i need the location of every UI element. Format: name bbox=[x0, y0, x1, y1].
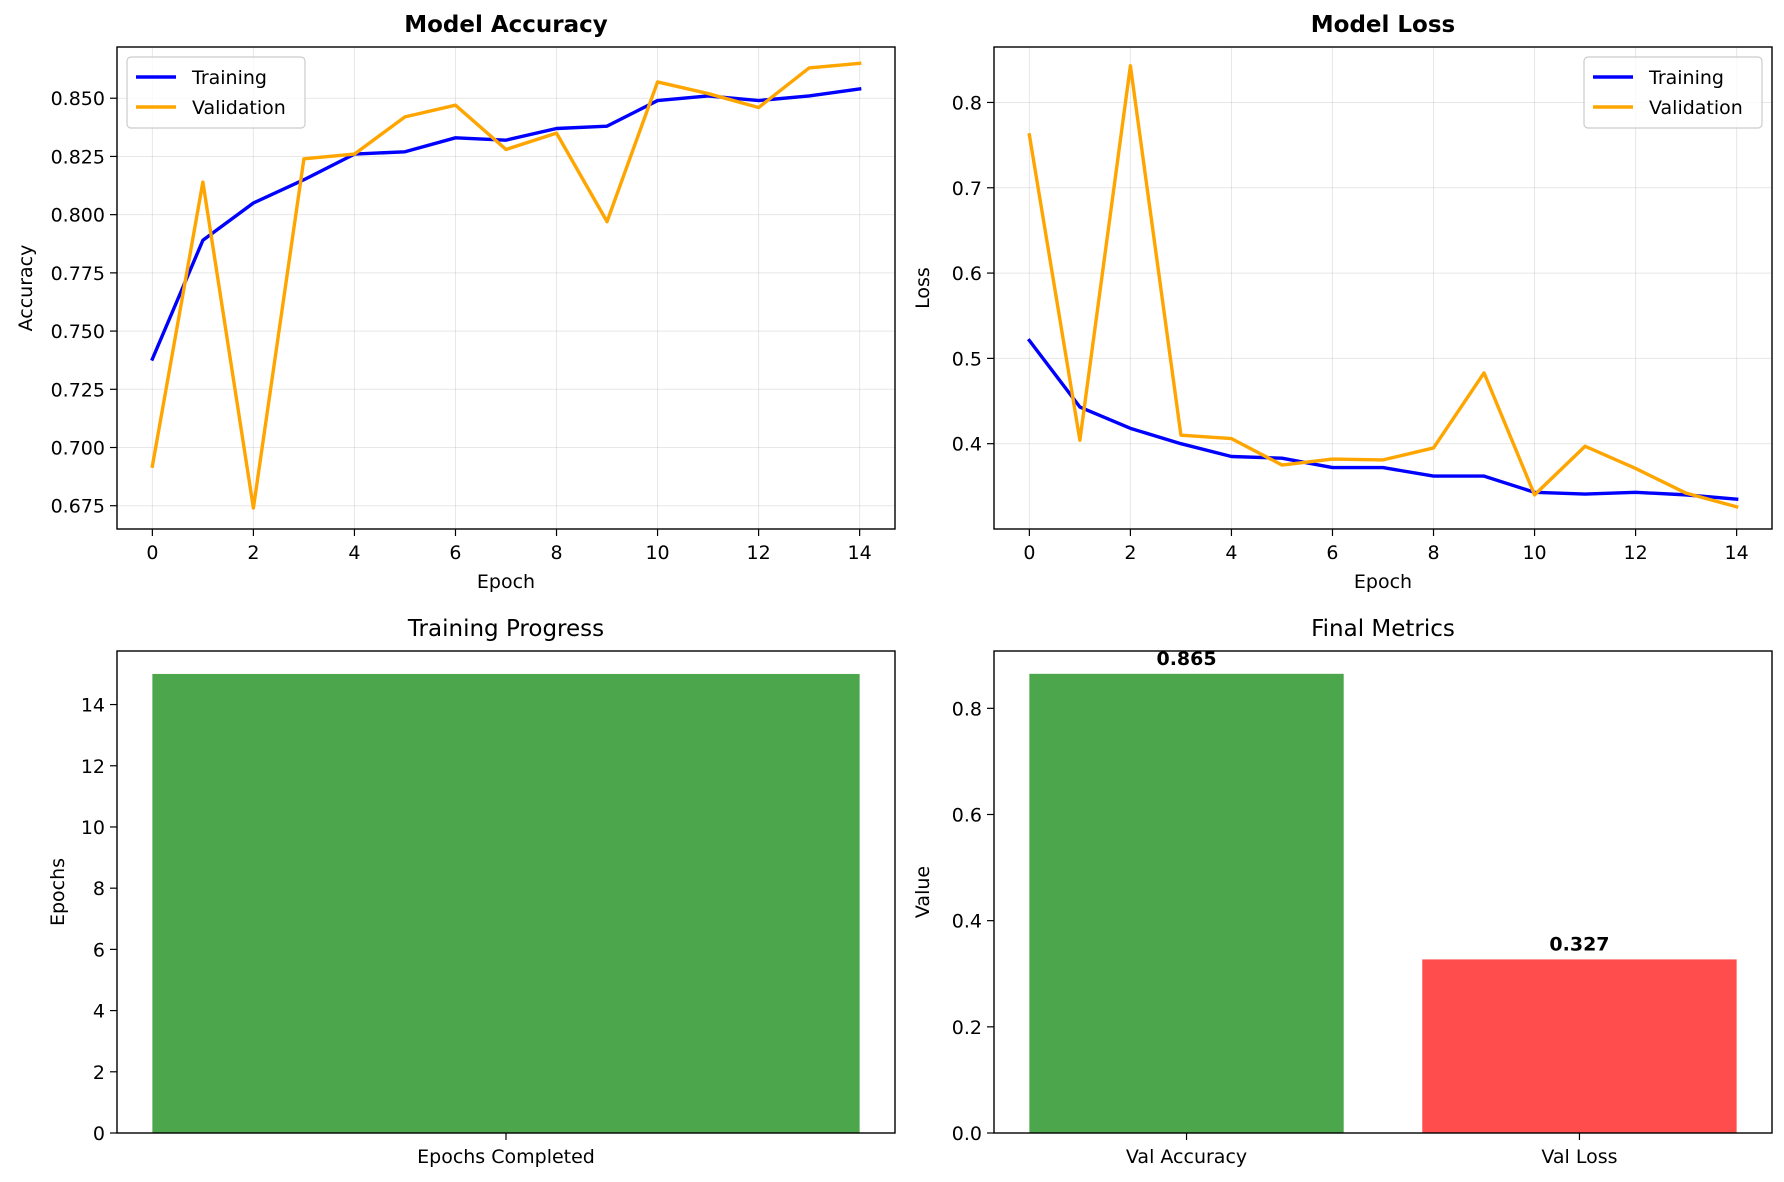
y-tick-label: 0.6 bbox=[952, 263, 982, 285]
series-line-validation bbox=[150, 61, 862, 510]
x-tick-label: 12 bbox=[747, 542, 771, 564]
chart-title: Model Loss bbox=[1311, 12, 1455, 38]
x-tick-label: 8 bbox=[1427, 542, 1439, 564]
legend-label-validation: Validation bbox=[192, 97, 286, 119]
y-axis-label: Value bbox=[912, 866, 934, 918]
x-tick-label: 10 bbox=[645, 542, 669, 564]
y-tick-label: 0.2 bbox=[952, 1017, 982, 1039]
y-tick-label: 8 bbox=[93, 878, 105, 900]
chart-panel-1: 0 2 4 6 8 10 12 14 0.4 0.5 0.6 0.7 0.8 Model Loss Epoc… bbox=[912, 12, 1773, 593]
plot-frame bbox=[116, 46, 896, 530]
y-tick-label: 0.800 bbox=[51, 205, 105, 227]
chart-panel-3: Val Accuracy 0.865 Val Loss 0.327 0.0 0.2 0.4 0… bbox=[912, 616, 1773, 1168]
chart-title: Training Progress bbox=[407, 616, 604, 642]
x-tick-label: 2 bbox=[1124, 542, 1136, 564]
x-tick-label: 14 bbox=[1725, 542, 1749, 564]
bar-val-accuracy bbox=[1029, 673, 1344, 1133]
y-tick-label: 0.750 bbox=[51, 321, 105, 343]
x-tick-label: 0 bbox=[1023, 542, 1035, 564]
chart-title: Final Metrics bbox=[1311, 616, 1455, 642]
x-tick-label: 8 bbox=[550, 542, 562, 564]
legend-box bbox=[1583, 56, 1763, 129]
x-tick-label: 4 bbox=[1225, 542, 1237, 564]
series-line-training bbox=[1026, 338, 1739, 501]
y-tick-label: 0.775 bbox=[51, 263, 105, 285]
y-tick-label: 0.0 bbox=[952, 1123, 982, 1145]
legend-box bbox=[126, 56, 306, 129]
y-tick-label: 0.700 bbox=[51, 438, 105, 460]
y-tick-label: 0.5 bbox=[952, 348, 982, 370]
x-tick-label: Val Accuracy bbox=[1126, 1146, 1247, 1168]
y-axis-label: Epochs bbox=[47, 858, 69, 926]
series-line-validation bbox=[1027, 64, 1739, 509]
y-tick-label: 0.825 bbox=[51, 146, 105, 168]
y-tick-label: 0.675 bbox=[51, 496, 105, 518]
y-tick-label: 0.725 bbox=[51, 379, 105, 401]
plot-frame bbox=[116, 650, 896, 1134]
x-tick-label: 10 bbox=[1522, 542, 1546, 564]
plot-frame bbox=[993, 46, 1773, 530]
legend-label-training: Training bbox=[191, 67, 267, 89]
y-axis-label: Accuracy bbox=[15, 245, 37, 332]
y-tick-label: 0 bbox=[93, 1123, 105, 1145]
plot-frame bbox=[993, 650, 1773, 1134]
x-tick-label: 0 bbox=[146, 542, 158, 564]
y-tick-label: 0.8 bbox=[952, 698, 982, 720]
legend-label-training: Training bbox=[1648, 67, 1724, 89]
bar-val-loss bbox=[1422, 959, 1737, 1133]
y-tick-label: 0.4 bbox=[952, 434, 982, 456]
bar-value-label: 0.327 bbox=[1549, 933, 1609, 955]
x-tick-label: 6 bbox=[1326, 542, 1338, 564]
y-tick-label: 12 bbox=[81, 756, 105, 778]
y-tick-label: 14 bbox=[81, 695, 105, 717]
y-tick-label: 0.850 bbox=[51, 88, 105, 110]
chart-panel-2: Epochs Completed 0 2 4 6 8 10 12 14 Training Prog… bbox=[47, 616, 896, 1168]
chart-title: Model Accuracy bbox=[404, 12, 608, 38]
y-tick-label: 10 bbox=[81, 817, 105, 839]
y-tick-label: 0.6 bbox=[952, 804, 982, 826]
legend-label-validation: Validation bbox=[1649, 97, 1743, 119]
legend: Training Validation bbox=[1583, 56, 1763, 129]
y-axis-label: Loss bbox=[912, 267, 934, 309]
bar-value-label: 0.865 bbox=[1156, 648, 1216, 670]
x-tick-label: 12 bbox=[1624, 542, 1648, 564]
x-axis-label: Epoch bbox=[1354, 571, 1412, 593]
y-tick-label: 2 bbox=[93, 1062, 105, 1084]
y-tick-label: 0.7 bbox=[952, 178, 982, 200]
y-tick-label: 6 bbox=[93, 939, 105, 961]
y-tick-label: 4 bbox=[93, 1001, 105, 1023]
x-axis-label: Epoch bbox=[477, 571, 535, 593]
x-tick-label: Val Loss bbox=[1541, 1146, 1617, 1168]
x-tick-label: 6 bbox=[449, 542, 461, 564]
x-tick-label: 4 bbox=[348, 542, 360, 564]
series-line-training bbox=[150, 86, 862, 362]
x-tick-label: 14 bbox=[848, 542, 872, 564]
chart-panel-0: 0 2 4 6 8 10 12 14 0.675 0.700 0.725 0.750 0.775 0.80… bbox=[15, 12, 896, 593]
x-tick-label: 2 bbox=[247, 542, 259, 564]
y-tick-label: 0.4 bbox=[952, 911, 982, 933]
x-tick-label: Epochs Completed bbox=[417, 1146, 595, 1168]
legend: Training Validation bbox=[126, 56, 306, 129]
y-tick-label: 0.8 bbox=[952, 92, 982, 114]
bar-epochs-completed bbox=[152, 673, 860, 1133]
